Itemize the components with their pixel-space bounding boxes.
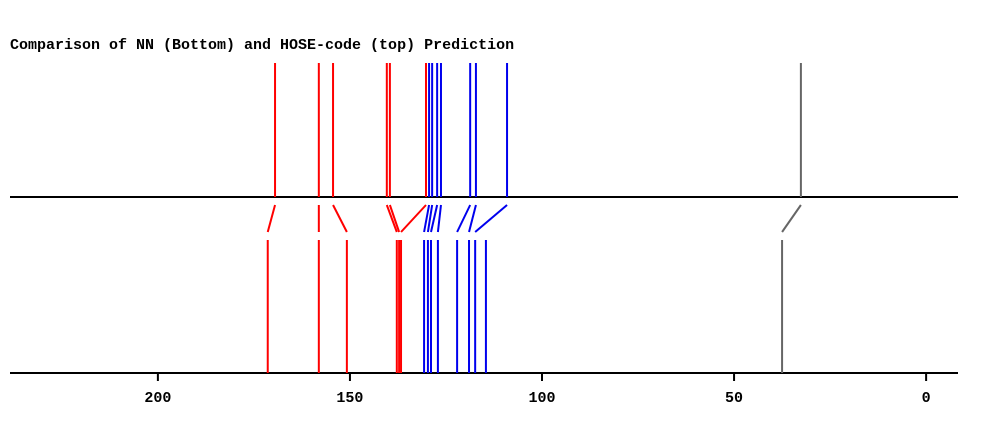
connector bbox=[456, 204, 472, 233]
connector bbox=[423, 204, 431, 233]
connector bbox=[430, 204, 439, 233]
connector bbox=[436, 204, 442, 233]
connector bbox=[468, 204, 477, 233]
x-tick-label: 100 bbox=[528, 390, 555, 407]
connector bbox=[474, 204, 508, 233]
x-tick-label: 0 bbox=[922, 390, 931, 407]
x-tick-label: 50 bbox=[725, 390, 743, 407]
connector bbox=[400, 204, 427, 233]
chart-title: Comparison of NN (Bottom) and HOSE-code … bbox=[10, 37, 514, 54]
x-tick-label: 200 bbox=[144, 390, 171, 407]
connector bbox=[385, 204, 398, 233]
connector bbox=[426, 204, 434, 233]
connector bbox=[781, 204, 802, 233]
connector bbox=[332, 204, 348, 233]
connector bbox=[388, 204, 401, 233]
connector bbox=[266, 204, 277, 233]
x-tick-label: 150 bbox=[336, 390, 363, 407]
